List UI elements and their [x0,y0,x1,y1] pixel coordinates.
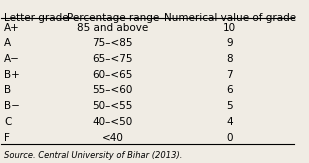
Text: Percentage range: Percentage range [66,13,159,22]
Text: C: C [4,117,12,127]
Text: Source. Central University of Bihar (2013).: Source. Central University of Bihar (201… [4,151,183,160]
Text: 85 and above: 85 and above [77,22,148,32]
Text: B: B [4,85,11,95]
Text: 60–<65: 60–<65 [92,70,133,80]
Text: <40: <40 [102,133,124,142]
Text: 55–<60: 55–<60 [92,85,133,95]
Text: 0: 0 [226,133,233,142]
Text: 6: 6 [226,85,233,95]
Text: Letter grade: Letter grade [4,13,69,22]
Text: 10: 10 [223,22,236,32]
Text: 9: 9 [226,38,233,48]
Text: A: A [4,38,11,48]
Text: 8: 8 [226,54,233,64]
Text: B+: B+ [4,70,20,80]
Text: B−: B− [4,101,20,111]
Text: 5: 5 [226,101,233,111]
Text: A+: A+ [4,22,20,32]
Text: 40–<50: 40–<50 [92,117,133,127]
Text: F: F [4,133,10,142]
Text: 75–<85: 75–<85 [92,38,133,48]
Text: 65–<75: 65–<75 [92,54,133,64]
Text: Numerical value of grade: Numerical value of grade [164,13,296,22]
Text: 4: 4 [226,117,233,127]
Text: 7: 7 [226,70,233,80]
Text: 50–<55: 50–<55 [92,101,133,111]
Text: A−: A− [4,54,20,64]
